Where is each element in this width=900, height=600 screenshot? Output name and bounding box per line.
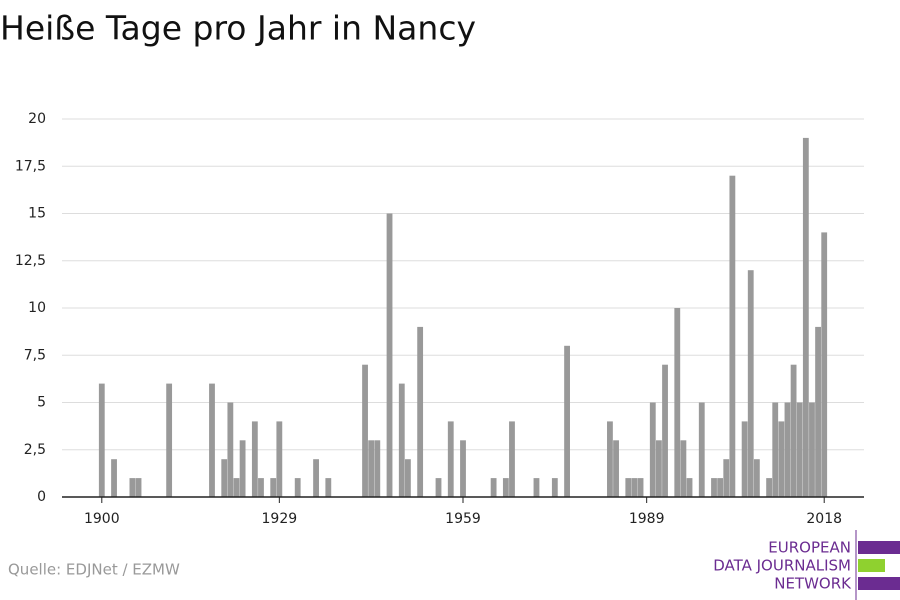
bar	[270, 478, 277, 497]
y-tick-label: 2,5	[24, 442, 46, 458]
y-tick-label: 15	[28, 206, 46, 222]
y-tick-label: 12,5	[15, 253, 46, 269]
bar	[656, 440, 662, 497]
bar	[276, 421, 283, 497]
bar	[111, 459, 117, 497]
bar	[607, 421, 613, 497]
bar	[404, 459, 411, 497]
bar	[233, 478, 240, 497]
bar	[772, 402, 779, 497]
bar	[753, 459, 760, 497]
y-tick-label: 10	[28, 300, 46, 316]
bar	[417, 326, 424, 497]
bar	[717, 478, 724, 497]
bar	[325, 478, 332, 497]
bar	[790, 364, 797, 497]
bar	[564, 345, 570, 497]
bar	[251, 421, 258, 497]
bar	[784, 402, 791, 497]
bar	[398, 383, 405, 497]
bar	[166, 383, 173, 497]
bar	[698, 402, 705, 497]
bar	[662, 364, 668, 497]
bar	[135, 478, 142, 497]
bar	[625, 478, 632, 497]
x-tick-label: 2018	[806, 511, 842, 527]
source: Quelle: EDJNet / EZMW	[8, 561, 180, 579]
y-tick-label: 7,5	[24, 347, 46, 363]
bar	[460, 440, 466, 497]
logo-bar	[858, 541, 900, 554]
bar	[98, 383, 105, 497]
logo-text: DATA JOURNALISM	[713, 557, 851, 575]
bar	[374, 440, 381, 497]
bar	[502, 478, 509, 497]
bar	[221, 459, 228, 497]
bar	[613, 440, 619, 497]
logo-text: NETWORK	[774, 575, 852, 593]
bar	[386, 213, 393, 497]
bar	[649, 402, 656, 497]
bar	[533, 478, 540, 497]
bar	[551, 478, 558, 497]
bar	[209, 383, 215, 497]
y-tick-label: 17,5	[15, 158, 46, 174]
x-tick-label: 1959	[445, 511, 481, 527]
logo-bar	[858, 577, 900, 590]
bar	[815, 326, 821, 497]
bar	[631, 478, 638, 497]
bar	[766, 478, 773, 497]
x-tick-label: 1989	[629, 511, 665, 527]
y-tick-label: 20	[28, 111, 46, 127]
y-tick-label: 0	[37, 489, 46, 505]
bar	[294, 478, 301, 497]
logo-bar	[858, 559, 885, 572]
bar	[313, 459, 319, 497]
chart-title: Heiße Tage pro Jahr in Nancy	[0, 9, 476, 48]
bar	[796, 402, 803, 497]
bar	[729, 175, 736, 497]
logo-text: EUROPEAN	[768, 539, 851, 557]
bar	[435, 478, 442, 497]
bar	[680, 440, 687, 497]
bar	[723, 459, 730, 497]
bar	[239, 440, 246, 497]
x-tick-label: 1900	[84, 511, 120, 527]
bar	[778, 421, 785, 497]
bar	[802, 137, 809, 497]
bar	[447, 421, 454, 497]
bar	[362, 364, 368, 497]
bar	[741, 421, 748, 497]
bar	[674, 308, 681, 497]
y-tick-label: 5	[37, 395, 46, 411]
bar	[821, 232, 828, 497]
bar	[711, 478, 717, 497]
bar	[637, 478, 644, 497]
bar	[129, 478, 136, 497]
bar	[809, 402, 815, 497]
bar	[747, 270, 754, 497]
bar	[227, 402, 234, 497]
bar	[258, 478, 264, 497]
bar	[686, 478, 693, 497]
bar	[490, 478, 497, 497]
bar	[368, 440, 375, 497]
x-tick-label: 1929	[262, 511, 298, 527]
bar	[509, 421, 515, 497]
